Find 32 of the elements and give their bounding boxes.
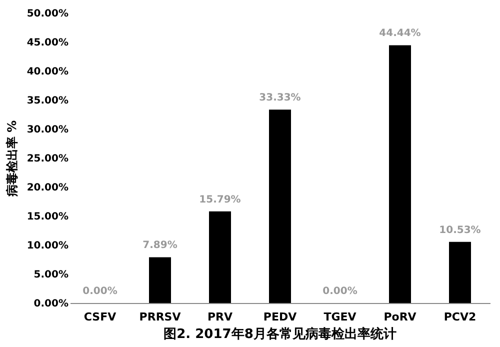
x-tick-label: TGEV xyxy=(324,310,357,324)
y-tick-label: 20.00% xyxy=(26,182,68,194)
y-tick-label: 10.00% xyxy=(26,240,68,252)
x-tick-label: PRV xyxy=(207,310,234,324)
bar xyxy=(269,110,291,303)
data-label: 33.33% xyxy=(259,92,301,104)
data-label: 10.53% xyxy=(439,224,481,236)
y-tick-label: 25.00% xyxy=(26,154,68,164)
y-tick-label: 0.00% xyxy=(34,298,68,310)
y-tick-label: 30.00% xyxy=(26,124,68,136)
x-tick-label: PCV2 xyxy=(444,310,476,324)
y-tick-label: 35.00% xyxy=(26,96,68,106)
data-label: 0.00% xyxy=(322,286,358,297)
data-label: 44.44% xyxy=(379,28,421,40)
bar xyxy=(449,242,471,303)
bar xyxy=(149,257,171,303)
data-label: 15.79% xyxy=(199,194,241,206)
data-label: 0.00% xyxy=(82,286,118,297)
y-tick-label: 50.00% xyxy=(26,8,68,20)
y-tick-label: 40.00% xyxy=(26,66,68,78)
bar xyxy=(209,211,231,303)
x-tick-label: PEDV xyxy=(263,310,298,324)
y-tick-label: 15.00% xyxy=(26,212,68,222)
y-tick-label: 45.00% xyxy=(26,38,68,48)
data-label: 7.89% xyxy=(142,240,178,252)
y-axis-title: 病毒检出率 % xyxy=(4,120,19,198)
bar xyxy=(389,45,411,303)
x-tick-label: CSFV xyxy=(84,310,117,324)
x-tick-label: PoRV xyxy=(384,310,417,324)
x-tick-label: PRRSV xyxy=(139,310,182,324)
y-tick-label: 5.00% xyxy=(34,270,68,280)
caption: 图2. 2017年8月各常见病毒检出率统计 xyxy=(164,326,396,342)
